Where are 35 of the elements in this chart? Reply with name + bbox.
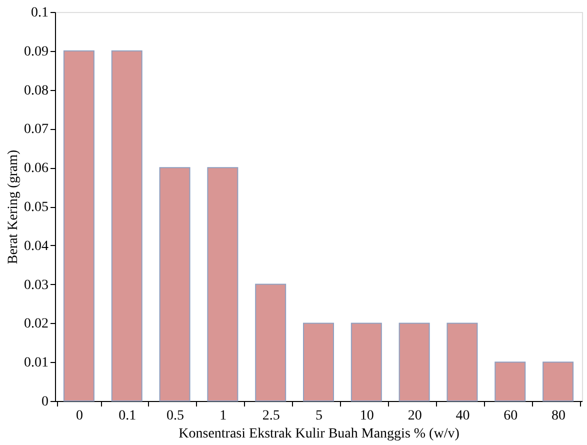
bar bbox=[350, 322, 382, 402]
bar bbox=[255, 284, 286, 402]
y-tick-label: 0.08 bbox=[24, 83, 48, 98]
bar bbox=[63, 50, 94, 402]
x-tick-label: 0.1 bbox=[118, 408, 136, 424]
bar bbox=[542, 362, 574, 402]
y-tick-label: 0.03 bbox=[24, 278, 48, 293]
bar bbox=[303, 322, 334, 402]
x-tick-label: 0 bbox=[76, 408, 83, 424]
y-tick-label: 0.09 bbox=[24, 44, 48, 60]
y-tick-label: 0.04 bbox=[24, 238, 48, 254]
x-tick-label: 40 bbox=[456, 408, 470, 424]
bar bbox=[446, 322, 478, 402]
x-tick-label: 1 bbox=[220, 408, 227, 424]
bar bbox=[207, 167, 238, 402]
x-tick-label: 5 bbox=[316, 408, 322, 424]
x-tick-label: 60 bbox=[504, 408, 518, 424]
x-tick-label: 0.5 bbox=[166, 408, 184, 424]
y-tick-label: 0 bbox=[42, 394, 48, 410]
bar bbox=[494, 362, 526, 402]
y-tick-label: 0.02 bbox=[24, 316, 48, 332]
x-tick-label: 10 bbox=[360, 408, 374, 424]
bar bbox=[111, 50, 142, 402]
x-tick-label: 80 bbox=[552, 408, 566, 424]
x-axis-title: Konsentrasi Ekstrak Kulir Buah Manggis % (w/v) bbox=[178, 426, 460, 442]
x-tick-label: 2.5 bbox=[262, 408, 280, 424]
y-tick-label: 0.07 bbox=[24, 122, 48, 138]
y-tick-label: 0.05 bbox=[24, 200, 48, 215]
bar bbox=[398, 322, 430, 402]
y-tick-label: 0.1 bbox=[31, 6, 48, 20]
x-tick-label: 20 bbox=[408, 408, 422, 424]
bar bbox=[159, 167, 190, 402]
y-tick-label: 0.01 bbox=[24, 356, 48, 371]
y-axis-title: Berat Kering (gram) bbox=[6, 150, 21, 264]
y-tick-label: 0.06 bbox=[24, 161, 48, 176]
